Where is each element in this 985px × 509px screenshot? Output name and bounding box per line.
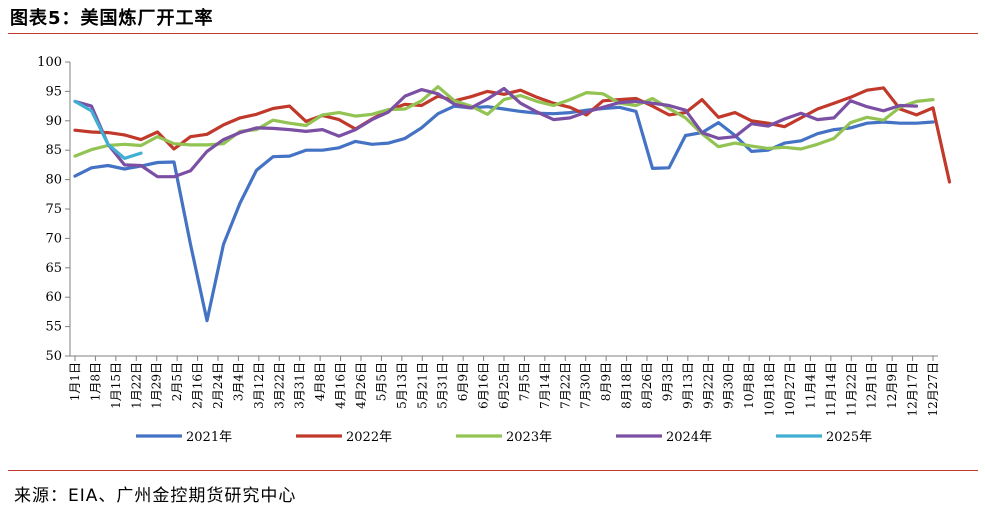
y-tick-label: 95: [45, 84, 62, 99]
x-tick-label: 10月8日: [742, 362, 756, 409]
x-tick-label: 1月15日: [109, 362, 123, 409]
y-tick-label: 75: [45, 202, 62, 217]
y-tick-label: 50: [45, 349, 62, 364]
x-tick-label: 12月1日: [865, 362, 879, 409]
x-tick-label: 12月9日: [885, 362, 899, 409]
series-line-2: [73, 85, 935, 158]
y-tick-label: 90: [45, 114, 62, 129]
y-tick-label: 85: [45, 143, 62, 158]
x-tick-label: 9月30日: [722, 362, 736, 409]
x-tick-label: 1月29日: [150, 362, 164, 409]
x-tick-label: 11月4日: [803, 362, 817, 409]
x-tick-label: 4月16日: [334, 362, 348, 409]
series-line-4: [73, 99, 143, 160]
x-tick-label: 12月27日: [926, 362, 940, 417]
x-tick-label: 2月16日: [191, 362, 205, 409]
x-tick-label: 4月8日: [313, 362, 327, 401]
line-chart: 50 55 60 65 70 75 80 85 90 95 100 1月1日 1月8日 1月15日 1月2…: [37, 55, 952, 445]
series-line-3: [73, 86, 919, 179]
x-tick-label: 2月5日: [170, 362, 184, 401]
y-tick-label: 80: [45, 173, 62, 188]
legend-label-4: 2025年: [826, 430, 872, 445]
x-tick-label: 5月5日: [374, 362, 388, 401]
title-rule: [8, 33, 978, 34]
figure-title: 图表5：美国炼厂开工率: [10, 8, 214, 29]
x-tick-label: 4月26日: [354, 362, 368, 409]
x-tick-label: 6月25日: [497, 362, 511, 409]
legend: 2021年 2022年 2023年 2024年 2025年: [136, 430, 872, 445]
source-note: 来源：EIA、广州金控期货研究中心: [14, 486, 297, 506]
x-tick-label: 9月13日: [681, 362, 695, 409]
x-tick-label: 8月9日: [599, 362, 613, 401]
y-tick-label: 70: [45, 231, 62, 246]
y-tick-label: 55: [45, 320, 62, 335]
x-tick-label: 6月16日: [477, 362, 491, 409]
x-tick-label: 7月30日: [579, 362, 593, 409]
x-tick-label: 7月22日: [558, 362, 572, 409]
x-tick-label: 1月8日: [88, 362, 102, 401]
x-tick-label: 8月26日: [640, 362, 654, 409]
y-tick-label: 60: [45, 290, 62, 305]
x-tick-label: 5月21日: [415, 362, 429, 409]
x-tick-label: 7月14日: [538, 362, 552, 409]
footer-rule: [8, 470, 978, 471]
y-tick-label: 65: [45, 261, 62, 276]
x-tick-label: 2月24日: [211, 362, 225, 409]
legend-label-1: 2022年: [346, 430, 392, 445]
series-lines: [73, 85, 952, 323]
x-tick-label: 3月31日: [293, 362, 307, 409]
x-tick-label: 9月3日: [660, 362, 674, 401]
x-tick-label: 10月18日: [763, 362, 777, 417]
x-tick-label: 8月18日: [620, 362, 634, 409]
series-line-1: [73, 86, 952, 184]
legend-label-0: 2021年: [186, 430, 232, 445]
y-tick-label: 100: [37, 55, 62, 70]
x-tick-label: 11月14日: [824, 362, 838, 417]
x-tick-label: 3月12日: [252, 362, 266, 409]
x-tick-label: 9月22日: [701, 362, 715, 409]
legend-label-3: 2024年: [666, 430, 712, 445]
legend-label-2: 2023年: [506, 430, 552, 445]
x-tick-label: 3月22日: [272, 362, 286, 409]
x-tick-label: 3月4日: [231, 362, 245, 401]
x-tick-label: 5月31日: [436, 362, 450, 409]
x-tick-label: 12月17日: [906, 362, 920, 417]
x-tick-label: 1月22日: [129, 362, 143, 409]
x-tick-label: 11月22日: [844, 362, 858, 417]
x-axis: 1月1日 1月8日 1月15日 1月22日 1月29日 2月5日 2月16日 2月24日 3月4…: [68, 355, 940, 417]
series-line-0: [73, 104, 935, 323]
x-tick-label: 5月13日: [395, 362, 409, 409]
x-tick-label: 7月5日: [517, 362, 531, 401]
x-tick-label: 6月9日: [456, 362, 470, 401]
x-tick-label: 1月1日: [68, 362, 82, 401]
x-tick-label: 10月27日: [783, 362, 797, 417]
y-axis: 50 55 60 65 70 75 80 85 90 95 100: [37, 55, 71, 364]
